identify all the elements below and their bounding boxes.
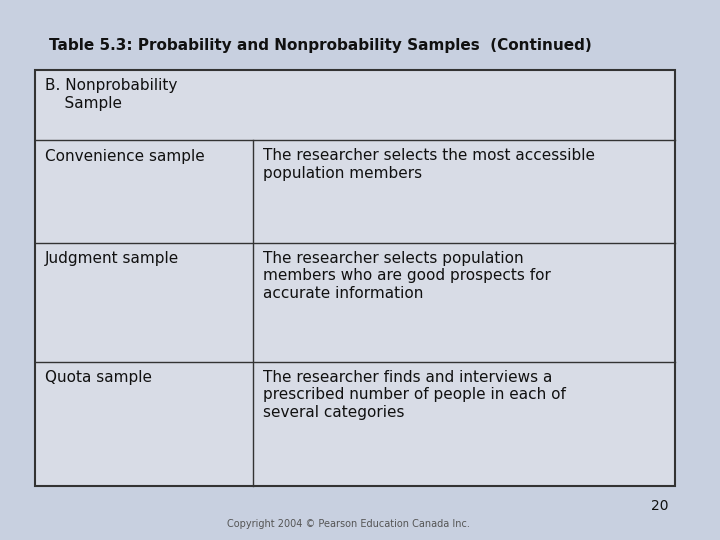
Text: The researcher selects the most accessible
population members: The researcher selects the most accessib… xyxy=(263,148,595,181)
Text: Table 5.3: Probability and Nonprobability Samples  (Continued): Table 5.3: Probability and Nonprobabilit… xyxy=(49,38,592,53)
Text: Judgment sample: Judgment sample xyxy=(45,251,179,266)
Text: The researcher finds and interviews a
prescribed number of people in each of
sev: The researcher finds and interviews a pr… xyxy=(263,370,566,420)
Text: B. Nonprobability
    Sample: B. Nonprobability Sample xyxy=(45,78,178,111)
Text: The researcher selects population
members who are good prospects for
accurate in: The researcher selects population member… xyxy=(263,251,551,301)
FancyBboxPatch shape xyxy=(35,70,675,486)
Text: 20: 20 xyxy=(651,499,668,513)
Text: Convenience sample: Convenience sample xyxy=(45,148,205,164)
Text: Copyright 2004 © Pearson Education Canada Inc.: Copyright 2004 © Pearson Education Canad… xyxy=(227,519,469,529)
Text: Quota sample: Quota sample xyxy=(45,370,152,385)
